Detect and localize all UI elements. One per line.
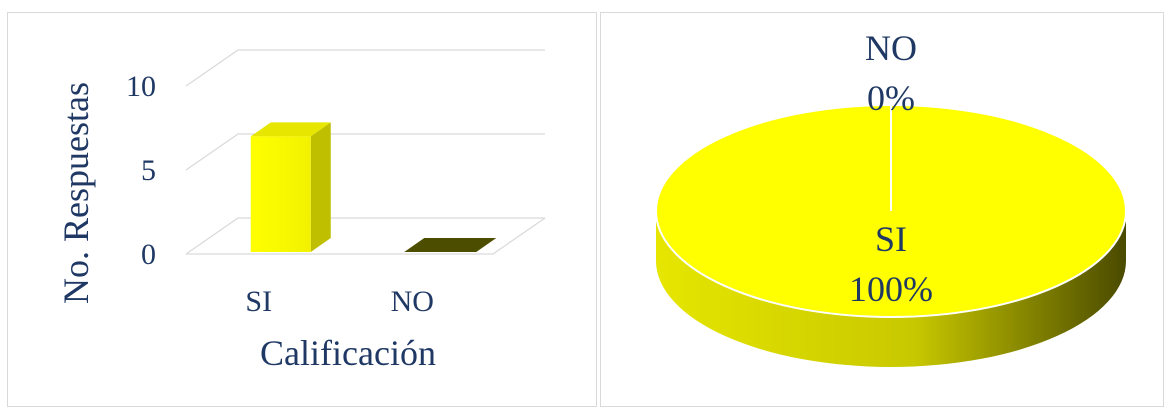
gridline: [185, 49, 545, 87]
pie-label-percent: 100%: [849, 269, 933, 309]
y-axis-title: No. Respuestas: [56, 82, 96, 304]
y-tick-label: 0: [141, 238, 156, 271]
pie-label-name: SI: [875, 219, 907, 259]
bar-flat: [404, 238, 497, 252]
bar-front: [250, 136, 311, 252]
bar-side: [310, 122, 331, 253]
pie-slice-side: [656, 211, 1126, 367]
bar-chart-panel: 0 5 10 SI NO Calificación No. Respuestas: [7, 12, 597, 407]
gridline: [185, 217, 545, 255]
gridline: [185, 133, 545, 171]
y-tick-label: 5: [141, 154, 156, 187]
pie-chart-panel: SI 100% NO 0%: [600, 12, 1164, 407]
x-tick-label: NO: [391, 285, 434, 318]
bar-no: [404, 238, 497, 252]
bar-si: [250, 122, 331, 253]
x-tick-label: SI: [245, 285, 272, 318]
pie-label-name: NO: [865, 28, 917, 68]
y-tick-label: 10: [126, 70, 156, 103]
pie-chart: SI 100% NO 0%: [655, 28, 1127, 367]
bar-top: [250, 122, 331, 137]
x-axis-title: Calificación: [260, 333, 436, 373]
bar-chart: 0 5 10 SI NO Calificación No. Respuestas: [56, 49, 546, 373]
pie-label-percent: 0%: [867, 78, 915, 118]
floor-edge: [492, 217, 546, 255]
